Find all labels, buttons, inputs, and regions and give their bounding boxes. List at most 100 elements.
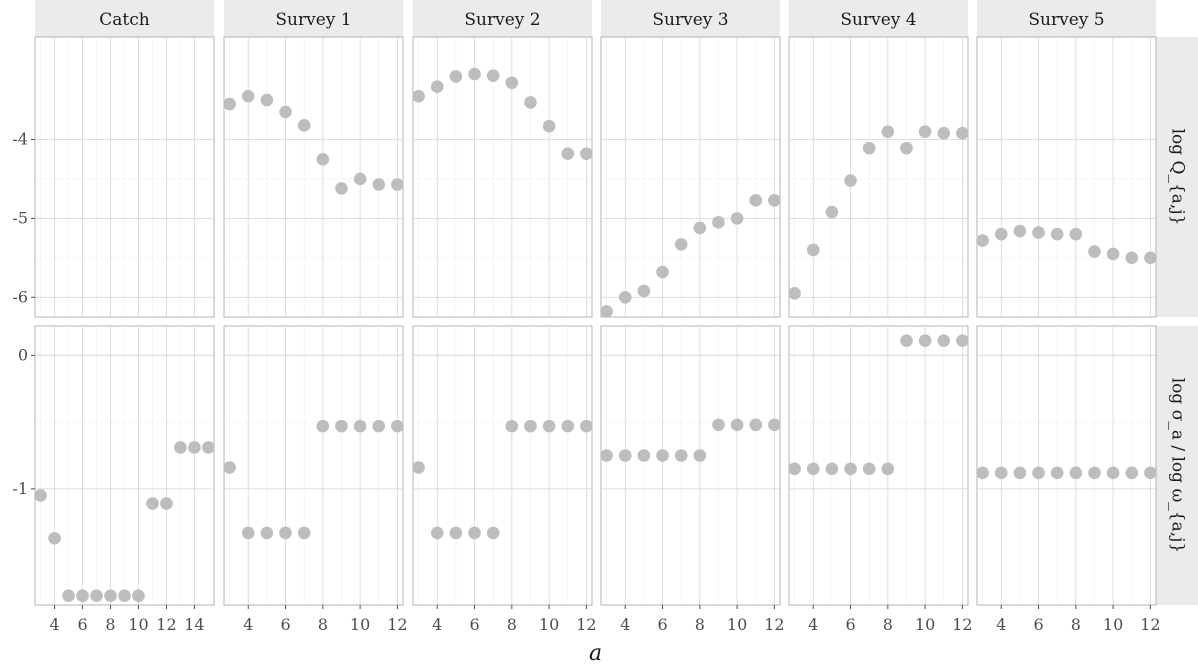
data-point [335, 182, 348, 195]
x-tick-label: 6 [657, 615, 667, 634]
data-point [468, 526, 481, 540]
panel-survey-2-row-0 [412, 36, 593, 318]
data-point [637, 284, 651, 298]
panel-catch-row-1 [34, 325, 215, 606]
data-point [937, 126, 951, 140]
data-point [976, 466, 989, 480]
data-point [486, 69, 500, 82]
data-point [1032, 466, 1045, 480]
x-tick-label: 12 [764, 615, 784, 634]
x-tick-label: 6 [845, 615, 855, 634]
panel-survey-1-row-1 [223, 325, 404, 606]
x-tick-label: 4 [808, 615, 818, 634]
panel-survey-5-row-0 [976, 36, 1157, 318]
series-survey-2-row-1 [412, 419, 593, 540]
data-point [844, 174, 857, 187]
data-point [1088, 245, 1101, 258]
data-point [542, 119, 556, 133]
x-tick-label: 10 [915, 615, 935, 634]
data-point [1069, 466, 1083, 480]
series-survey-4-row-1 [788, 334, 969, 476]
series-survey-3-row-0 [600, 193, 781, 318]
data-point [524, 419, 537, 433]
data-point [656, 265, 669, 279]
x-tick-label: 4 [620, 615, 630, 634]
data-point [580, 419, 593, 433]
data-point [76, 589, 89, 602]
data-point [994, 466, 1008, 480]
data-point [241, 89, 255, 103]
series-survey-3-row-1 [600, 418, 781, 462]
data-point [449, 526, 463, 540]
data-point [561, 147, 575, 161]
panel-catch-row-0 [34, 36, 215, 318]
data-point [505, 76, 519, 90]
y-tick-label: 0 [18, 345, 28, 364]
data-point [132, 589, 145, 602]
data-point [937, 334, 951, 347]
data-point [730, 212, 744, 225]
data-point [279, 105, 292, 119]
panel-background [600, 325, 781, 606]
data-point [881, 462, 895, 476]
data-point [412, 89, 425, 103]
panel-survey-3-row-1 [600, 325, 781, 606]
data-point [806, 462, 820, 476]
data-point [618, 449, 632, 462]
x-tick-label: 8 [507, 615, 517, 634]
data-point [900, 334, 913, 347]
data-point [430, 526, 444, 540]
data-point [693, 449, 707, 462]
data-point [223, 461, 236, 474]
data-point [1144, 466, 1157, 480]
data-point [749, 418, 763, 432]
data-point [524, 96, 537, 109]
x-tick-label: 6 [1033, 615, 1043, 634]
x-tick-label: 4 [49, 615, 59, 634]
data-point [542, 419, 556, 433]
row-strip-0 [1156, 37, 1198, 317]
data-point [391, 178, 404, 191]
data-point [806, 243, 820, 257]
data-point [561, 419, 575, 433]
strip-survey-5 [977, 0, 1156, 37]
panel-background [600, 36, 781, 318]
data-point [994, 227, 1008, 241]
series-survey-1-row-1 [223, 419, 404, 540]
data-point [449, 70, 463, 83]
strip-label-survey-4: Survey 4 [840, 10, 916, 30]
strip-survey-1 [224, 0, 403, 37]
strip-label-survey-5: Survey 5 [1028, 10, 1104, 30]
data-point [600, 449, 613, 462]
data-point [146, 497, 159, 510]
data-point [335, 419, 348, 433]
data-point [674, 449, 688, 462]
panel-survey-5-row-1 [976, 325, 1157, 606]
x-tick-label: 10 [539, 615, 559, 634]
data-point [730, 418, 744, 432]
x-tick-label: 10 [1103, 615, 1123, 634]
data-point [918, 334, 932, 347]
data-point [788, 287, 801, 300]
data-point [372, 419, 386, 433]
series-survey-2-row-0 [412, 67, 593, 161]
panel-background [412, 325, 593, 606]
panel-background [223, 325, 404, 606]
data-point [468, 67, 481, 81]
data-point [976, 234, 989, 247]
data-point [160, 497, 173, 510]
x-tick-label: 12 [1140, 615, 1160, 634]
data-point [862, 141, 876, 155]
panel-survey-3-row-0 [600, 36, 781, 318]
data-point [260, 526, 274, 540]
data-point [580, 147, 593, 161]
data-point [1013, 466, 1027, 480]
data-point [693, 221, 707, 235]
data-point [656, 449, 669, 462]
data-point [844, 462, 857, 476]
data-point [1013, 224, 1027, 238]
x-tick-label: 6 [77, 615, 87, 634]
data-point [297, 526, 311, 540]
x-tick-label: 8 [883, 615, 893, 634]
